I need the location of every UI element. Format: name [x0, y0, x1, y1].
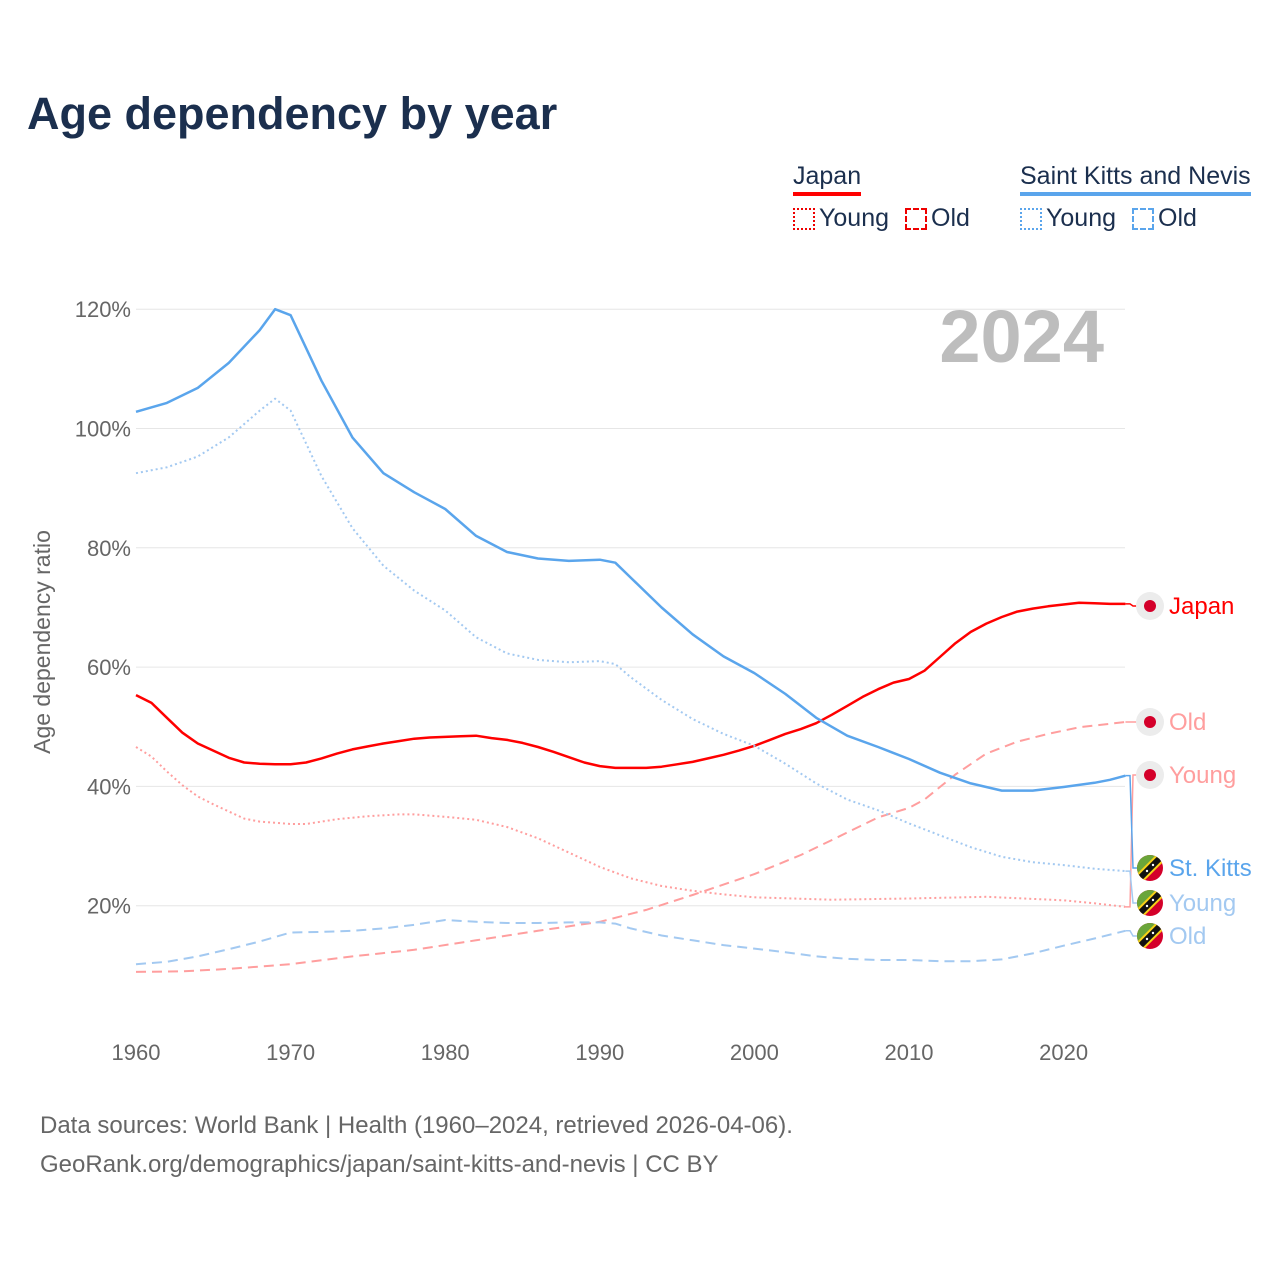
legend-skn: Saint Kitts and Nevis Young Old: [1020, 162, 1251, 233]
x-tick-label: 1990: [575, 1040, 624, 1065]
end-label: Young: [1169, 890, 1236, 917]
legend-item-skn-old: Old: [1132, 204, 1197, 233]
japan-flag-icon: [1136, 708, 1164, 736]
source-text: Data sources: World Bank | Health (1960–…: [40, 1112, 793, 1139]
end-label: Old: [1169, 709, 1206, 736]
legend-item-japan-young: Young: [793, 204, 889, 233]
dashed-swatch-icon: [1132, 207, 1154, 230]
legend-label: Young: [1046, 204, 1116, 232]
japan-flag-icon: [1136, 761, 1164, 789]
x-tick-label: 2020: [1039, 1040, 1088, 1065]
x-tick-label: 2000: [730, 1040, 779, 1065]
y-tick-label: 120%: [75, 297, 131, 322]
legend-item-japan-old: Old: [905, 204, 970, 233]
y-tick-label: 60%: [87, 655, 131, 680]
legend-label: Old: [1158, 204, 1197, 232]
footer: Data sources: World Bank | Health (1960–…: [40, 1106, 793, 1184]
y-tick-label: 40%: [87, 774, 131, 799]
japan-flag-icon: [1136, 592, 1164, 620]
legend-country-skn: Saint Kitts and Nevis: [1020, 162, 1251, 196]
series-line-st-kitts-old: [135, 919, 1126, 966]
legend-item-skn-young: Young: [1020, 204, 1116, 233]
x-tick-label: 1960: [112, 1040, 161, 1065]
series-line-st-kitts-young: [135, 397, 1126, 873]
end-label: St. Kitts: [1169, 855, 1252, 882]
y-tick-label: 80%: [87, 536, 131, 561]
series-line-st-kitts: [135, 307, 1126, 792]
year-watermark: 2024: [939, 295, 1104, 378]
leader-line: [1125, 774, 1137, 908]
y-tick-label: 20%: [87, 894, 131, 919]
legend-label: Young: [819, 204, 889, 232]
y-axis-label: Age dependency ratio: [29, 530, 55, 754]
end-label: Old: [1169, 923, 1206, 950]
chart-title: Age dependency by year: [27, 88, 558, 139]
x-tick-label: 1970: [266, 1040, 315, 1065]
leader-line: [1125, 774, 1137, 869]
saint-kitts-flag-icon: [1137, 890, 1163, 916]
legend-japan: Japan Young Old: [793, 162, 970, 233]
legend-country-japan: Japan: [793, 162, 862, 196]
x-tick-label: 2010: [885, 1040, 934, 1065]
dotted-swatch-icon: [793, 207, 815, 230]
dotted-swatch-icon: [1020, 207, 1042, 230]
legend-label: Old: [931, 204, 970, 232]
attribution-link[interactable]: GeoRank.org/demographics/japan/saint-kit…: [40, 1151, 719, 1178]
series-line-japan: [135, 601, 1126, 770]
saint-kitts-flag-icon: [1137, 855, 1163, 881]
y-tick-label: 100%: [75, 417, 131, 442]
series-line-japan-young: [135, 746, 1126, 908]
leader-line: [1125, 930, 1137, 937]
dashed-swatch-icon: [905, 207, 927, 230]
series-line-japan-old: [135, 721, 1126, 973]
x-tick-label: 1980: [421, 1040, 470, 1065]
saint-kitts-flag-icon: [1137, 923, 1163, 949]
leader-line: [1125, 870, 1137, 904]
leader-line: [1125, 603, 1137, 607]
end-label: Japan: [1169, 593, 1234, 620]
end-label: Young: [1169, 762, 1236, 789]
